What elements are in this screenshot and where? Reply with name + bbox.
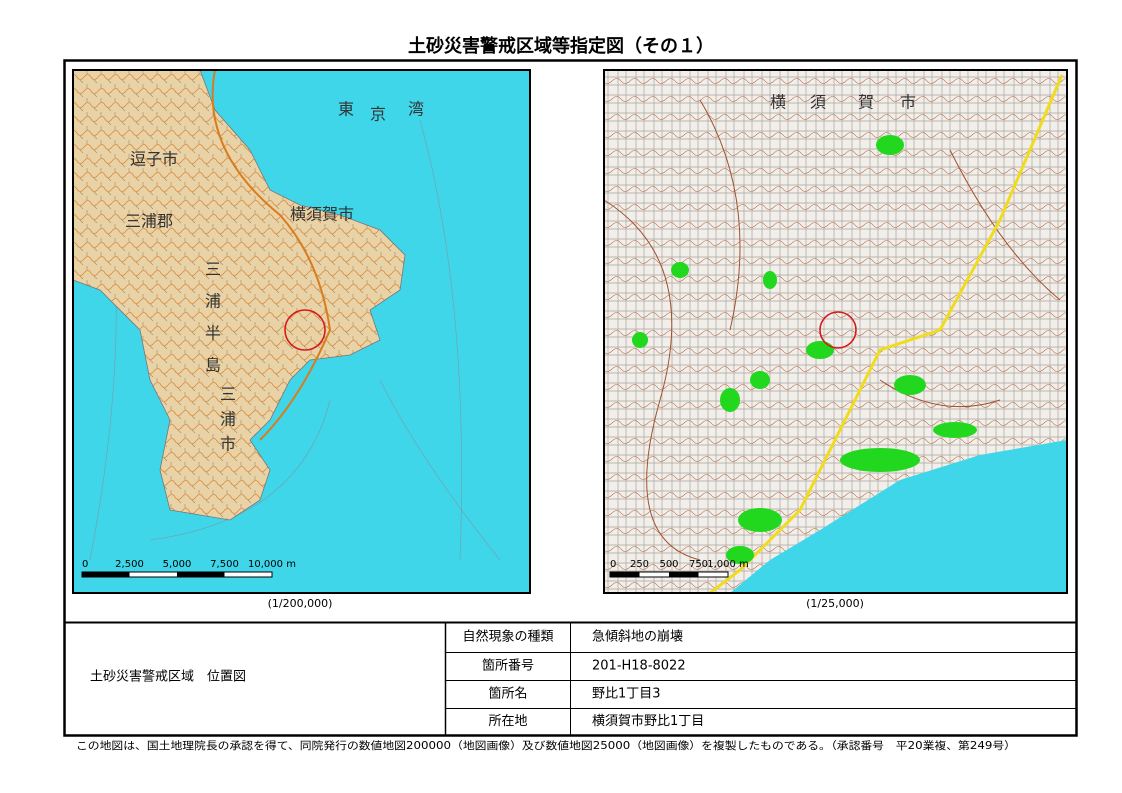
scale-bar-label: 10,000 m (248, 559, 296, 570)
row-label: 箇所番号 (482, 658, 534, 674)
map-label: 市 (900, 93, 916, 112)
scale-bar-label: 0 (610, 559, 616, 570)
footer-note: この地図は、国土地理院長の承認を得て、同院発行の数値地図200000（地図画像）… (76, 739, 1016, 752)
scale-bar-label: 0 (82, 559, 88, 570)
scale-bar-segment (610, 572, 640, 577)
scale-caption: (1/200,000) (268, 597, 333, 610)
map-label: 湾 (408, 100, 424, 119)
detail-map: 横 須 賀 市 0 250 500 750 1,000 m (603, 70, 1067, 595)
scale-bar-segment (669, 572, 699, 577)
map-label: 浦 (220, 410, 236, 429)
overview-map: 逗子市 横須賀市 三浦郡 東 京 湾 三 浦 半 島 三 浦 市 0 2,500 5… (72, 69, 530, 593)
scale-bar-label: 750 (689, 559, 708, 570)
scale-bar-label: 1,000 m (707, 559, 749, 570)
title: 土砂災害警戒区域等指定図（その１） (408, 35, 714, 57)
map-label: 横 (770, 93, 786, 112)
scale-bar-label: 2,500 (115, 559, 144, 570)
map-label: 逗子市 (130, 150, 178, 169)
scale-bar-label: 250 (630, 559, 649, 570)
scale-bar-label: 5,000 (163, 559, 192, 570)
scale-bar: 0 250 500 750 1,000 m (609, 559, 749, 578)
scale-bar-segment (82, 572, 130, 577)
row-value: 横須賀市野比1丁目 (592, 714, 704, 729)
map-label: 賀 (858, 93, 874, 112)
map-label: 三 (220, 385, 236, 404)
scale-bar-label: 500 (659, 559, 678, 570)
panel-title: 土砂災害警戒区域 位置図 (90, 669, 246, 685)
map-label: 東 (338, 100, 354, 119)
map-label: 市 (220, 435, 236, 454)
row-value: 急傾斜地の崩壊 (592, 630, 683, 645)
map-label: 須 (810, 93, 826, 112)
frame (63, 59, 1078, 737)
map-label: 京 (370, 105, 386, 124)
scale-bar: 0 2,500 5,000 7,500 10,000 m (81, 559, 296, 578)
map-label: 三浦郡 (125, 212, 173, 231)
scale-bar-segment (177, 572, 225, 577)
row-label: 所在地 (488, 714, 527, 729)
map-label: 半 (205, 324, 221, 343)
map-label: 横須賀市 (290, 205, 354, 224)
row-value: 野比1丁目3 (592, 687, 661, 702)
row-label: 箇所名 (488, 686, 527, 702)
scale-bar-label: 7,500 (210, 559, 239, 570)
map-label: 島 (205, 356, 221, 375)
scale-caption: (1/25,000) (806, 597, 864, 610)
info-table (64, 621, 1077, 735)
map-label: 三 (205, 260, 221, 279)
row-label: 自然現象の種類 (462, 629, 553, 645)
row-value: 201-H18-8022 (592, 659, 686, 674)
map-label: 浦 (205, 292, 221, 311)
